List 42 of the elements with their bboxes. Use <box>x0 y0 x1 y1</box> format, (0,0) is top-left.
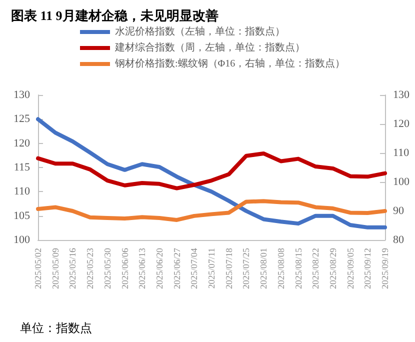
x-tick-label: 2025/09/19 <box>380 248 390 290</box>
x-tick-label: 2025/07/18 <box>224 248 234 290</box>
x-tick-label: 2025/05/02 <box>33 248 43 290</box>
x-tick-label: 2025/07/04 <box>189 248 200 290</box>
line-series <box>36 117 387 230</box>
y2-tick-label: 100 <box>393 176 410 188</box>
x-tick-label: 2025/07/11 <box>206 248 216 289</box>
x-tick-label: 2025/06/27 <box>172 248 182 290</box>
line-series <box>36 151 387 190</box>
y2-tick-label: 80 <box>393 234 404 246</box>
x-tick-label: 2025/08/29 <box>328 248 338 290</box>
y2-tick-label: 90 <box>393 205 404 217</box>
x-tick-label: 2025/05/23 <box>85 248 96 290</box>
x-tick-label: 2025/09/05 <box>345 248 356 290</box>
y-tick-label: 125 <box>14 113 30 126</box>
x-tick-label: 2025/08/15 <box>293 248 304 290</box>
y2-tick-label: 120 <box>393 118 410 130</box>
x-tick-label: 2025/05/09 <box>50 248 60 290</box>
line-series <box>36 199 387 222</box>
x-tick-label: 2025/05/16 <box>68 248 78 290</box>
x-tick-label: 2025/06/20 <box>154 248 164 290</box>
x-tick-label: 2025/07/25 <box>241 248 252 290</box>
y-tick-label: 120 <box>14 137 30 150</box>
y-tick-label: 115 <box>14 162 30 174</box>
y-tick-label: 130 <box>14 89 30 101</box>
y-tick-label: 105 <box>14 210 30 222</box>
x-tick-label: 2025/08/01 <box>258 248 269 290</box>
y-tick-label: 100 <box>14 234 30 246</box>
x-tick-label: 2025/05/30 <box>102 248 112 290</box>
x-tick-label: 2025/06/06 <box>120 248 130 290</box>
x-tick-label: 2025/09/12 <box>362 248 373 290</box>
text: 单位：指数点 <box>20 321 92 335</box>
y-tick-label: 110 <box>14 186 30 198</box>
x-tick-label: 2025/06/13 <box>137 248 148 290</box>
chart-title: 图表 11 9月建材企稳，未见明显改善 <box>11 8 218 23</box>
y2-tick-label: 130 <box>393 89 410 101</box>
x-tick-label: 2025/08/08 <box>276 248 286 290</box>
x-tick-label: 2025/08/22 <box>310 248 321 290</box>
legend-label: 水泥价格指数（左轴，单位：指数点） <box>115 26 285 38</box>
legend-label: 钢材价格指数:螺纹钢（Φ16，右轴，单位：指数点） <box>114 58 346 70</box>
legend-label: 建材综合指数（周，左轴，单位：指数点） <box>114 42 305 54</box>
y2-tick-label: 110 <box>393 147 410 159</box>
